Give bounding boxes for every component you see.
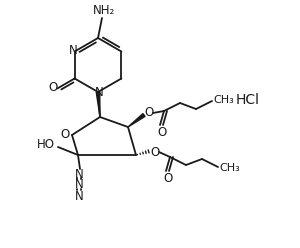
Text: CH₃: CH₃ (214, 95, 234, 105)
Text: N: N (69, 44, 78, 57)
Text: O: O (144, 106, 154, 120)
Text: HCl: HCl (236, 93, 260, 107)
Text: O: O (150, 146, 160, 158)
Text: N: N (75, 179, 83, 191)
Text: O: O (60, 127, 70, 141)
Text: N: N (75, 189, 83, 203)
Text: O: O (158, 125, 166, 138)
Text: O: O (49, 81, 58, 94)
Text: O: O (164, 172, 172, 185)
Text: N: N (94, 87, 103, 99)
Text: HO: HO (37, 137, 55, 151)
Polygon shape (128, 114, 145, 127)
Text: CH₃: CH₃ (220, 163, 240, 173)
Polygon shape (96, 92, 100, 117)
Text: N: N (75, 167, 83, 181)
Text: NH₂: NH₂ (93, 4, 115, 18)
